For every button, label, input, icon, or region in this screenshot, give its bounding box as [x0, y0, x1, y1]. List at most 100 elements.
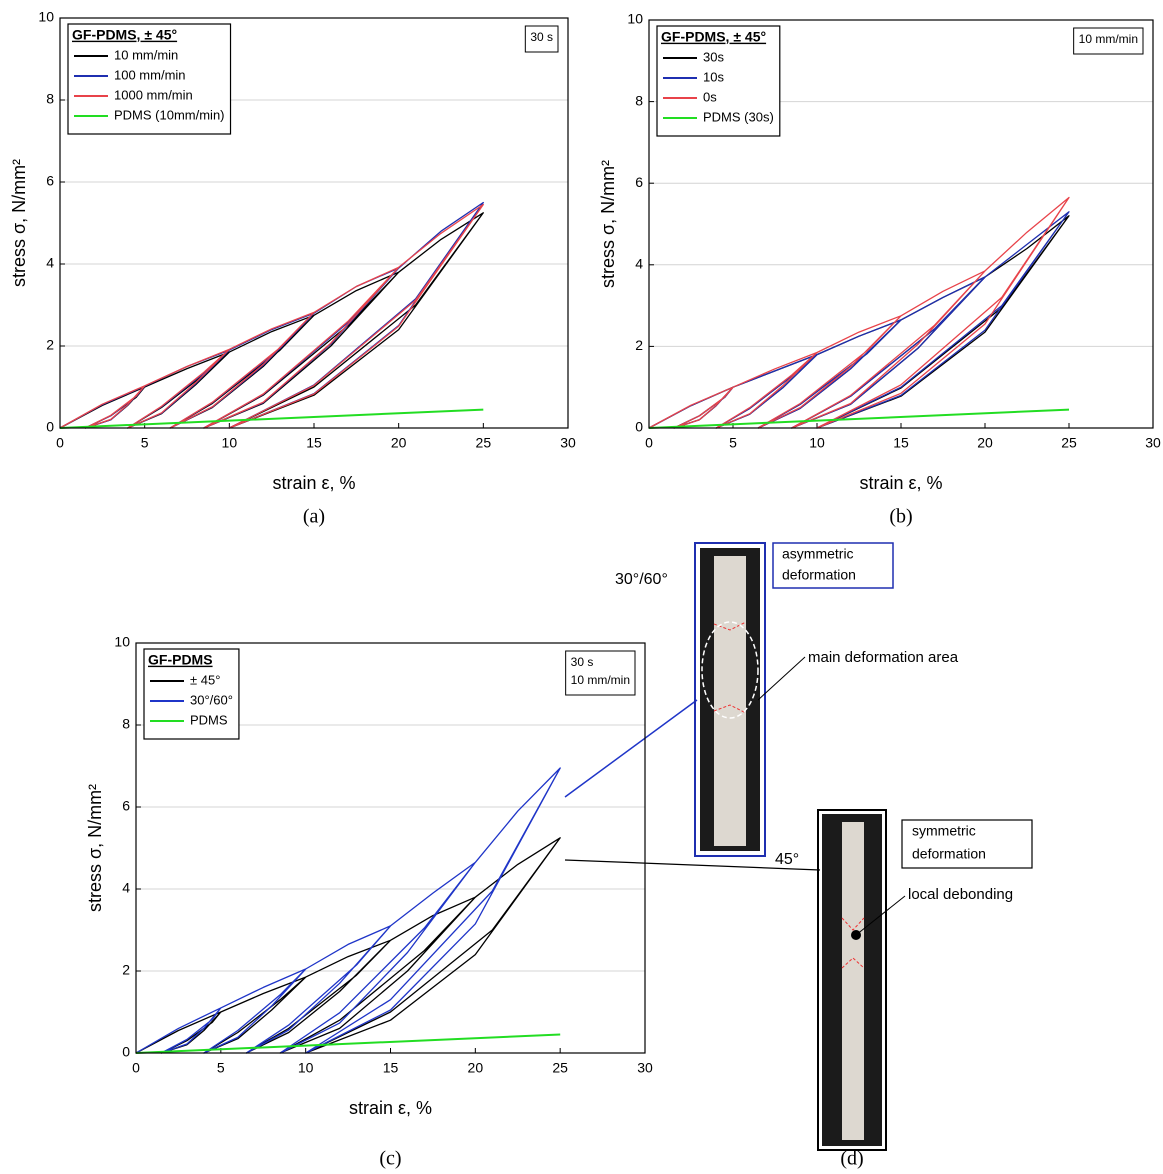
y-tick-label: 4 — [122, 880, 130, 896]
y-tick-label: 6 — [46, 173, 54, 189]
x-tick-label: 0 — [56, 435, 64, 451]
y-tick-label: 0 — [635, 419, 643, 435]
annotation: 10 mm/min — [1079, 32, 1138, 46]
panel-label: (a) — [303, 506, 325, 528]
x-tick-label: 15 — [893, 435, 909, 451]
series-line — [648, 408, 1070, 429]
panel-label: (d) — [840, 1148, 863, 1170]
specimen — [842, 822, 864, 1140]
x-tick-label: 5 — [141, 435, 149, 451]
series-line — [648, 196, 1070, 429]
x-tick-label: 15 — [383, 1060, 399, 1076]
y-axis-title: stress σ, N/mm² — [85, 784, 105, 912]
y-tick-label: 4 — [635, 256, 643, 272]
legend-label: 0s — [703, 89, 717, 104]
annotation-box — [1073, 27, 1144, 55]
legend-label: PDMS (30s) — [703, 109, 774, 124]
legend-box — [143, 648, 240, 740]
x-tick-label: 5 — [217, 1060, 225, 1076]
photo-frame — [817, 809, 887, 1151]
angle-label: 30°/60° — [615, 571, 668, 588]
annotation-box — [565, 650, 636, 696]
legend-label: 30°/60° — [190, 692, 233, 707]
x-tick-label: 10 — [298, 1060, 314, 1076]
legend-label: 30s — [703, 49, 724, 64]
y-tick-label: 10 — [38, 9, 54, 25]
x-tick-label: 10 — [809, 435, 825, 451]
legend-label: 100 mm/min — [114, 67, 186, 82]
x-axis-title: strain ε, % — [859, 473, 942, 493]
y-tick-label: 2 — [635, 337, 643, 353]
callout: main deformation area — [808, 649, 959, 666]
callout: local debonding — [908, 886, 1013, 903]
series-line — [59, 203, 484, 429]
legend-label: PDMS — [190, 712, 228, 727]
photo-frame — [694, 542, 766, 857]
callout-line — [855, 895, 906, 936]
series-line — [135, 767, 561, 1054]
note: symmetric — [912, 823, 976, 839]
series-line — [59, 408, 484, 429]
x-tick-label: 0 — [645, 435, 653, 451]
legend-title: GF-PDMS, ± 45° — [661, 29, 766, 45]
annotation: 30 s — [571, 655, 594, 669]
x-tick-label: 0 — [132, 1060, 140, 1076]
annotation: 30 s — [530, 30, 553, 44]
annotation-box — [524, 25, 559, 53]
series-line — [135, 837, 561, 1054]
y-tick-label: 6 — [122, 798, 130, 814]
series-line — [135, 1033, 561, 1054]
legend-label: 10s — [703, 69, 724, 84]
specimen — [714, 556, 746, 846]
x-tick-label: 20 — [977, 435, 993, 451]
x-tick-label: 10 — [222, 435, 238, 451]
y-tick-label: 10 — [627, 11, 643, 27]
y-tick-label: 0 — [46, 419, 54, 435]
panel-label: (b) — [889, 506, 912, 528]
note: asymmetric — [782, 546, 854, 562]
y-tick-label: 8 — [635, 92, 643, 108]
note-box — [901, 819, 1033, 869]
y-tick-label: 8 — [122, 716, 130, 732]
plot-frame — [648, 19, 1154, 429]
marker — [841, 917, 865, 969]
connector — [564, 699, 698, 798]
y-tick-label: 0 — [122, 1044, 130, 1060]
legend-title: GF-PDMS — [148, 652, 213, 668]
annotation: 10 mm/min — [571, 673, 630, 687]
y-tick-label: 2 — [122, 962, 130, 978]
note-box — [772, 542, 894, 589]
x-tick-label: 15 — [306, 435, 322, 451]
legend-label: PDMS (10mm/min) — [114, 107, 225, 122]
plot-frame — [59, 17, 569, 429]
x-tick-label: 30 — [1145, 435, 1161, 451]
y-axis-title: stress σ, N/mm² — [9, 159, 29, 287]
legend-label: ± 45° — [190, 672, 220, 687]
legend-label: 1000 mm/min — [114, 87, 193, 102]
x-tick-label: 30 — [560, 435, 576, 451]
legend-label: 10 mm/min — [114, 47, 178, 62]
x-tick-label: 30 — [637, 1060, 653, 1076]
x-tick-label: 25 — [1061, 435, 1077, 451]
plot-frame — [135, 642, 646, 1054]
y-tick-label: 6 — [635, 174, 643, 190]
note: deformation — [912, 846, 986, 862]
y-tick-label: 2 — [46, 337, 54, 353]
x-tick-label: 25 — [552, 1060, 568, 1076]
y-tick-label: 4 — [46, 255, 54, 271]
note: deformation — [782, 567, 856, 583]
callout-line — [757, 656, 806, 701]
connector — [564, 859, 821, 871]
x-tick-label: 25 — [476, 435, 492, 451]
x-axis-title: strain ε, % — [272, 473, 355, 493]
x-axis-title: strain ε, % — [349, 1098, 432, 1118]
legend-title: GF-PDMS, ± 45° — [72, 27, 177, 43]
y-tick-label: 10 — [114, 634, 130, 650]
y-axis-title: stress σ, N/mm² — [598, 160, 618, 288]
deformation-area — [701, 621, 759, 719]
x-tick-label: 20 — [391, 435, 407, 451]
x-tick-label: 20 — [468, 1060, 484, 1076]
panel-label: (c) — [379, 1148, 401, 1170]
y-tick-label: 8 — [46, 91, 54, 107]
